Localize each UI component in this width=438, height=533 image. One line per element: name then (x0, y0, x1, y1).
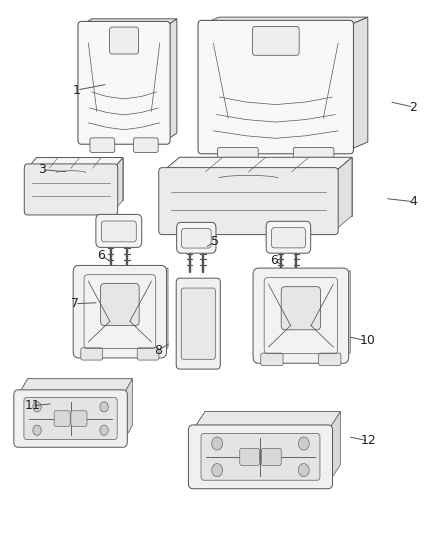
Polygon shape (123, 379, 132, 442)
FancyBboxPatch shape (54, 411, 70, 426)
FancyBboxPatch shape (188, 425, 332, 489)
FancyBboxPatch shape (78, 21, 170, 144)
Text: 12: 12 (360, 434, 376, 447)
Circle shape (100, 425, 108, 435)
Polygon shape (18, 379, 132, 395)
Polygon shape (217, 279, 219, 365)
FancyBboxPatch shape (218, 148, 258, 163)
Polygon shape (161, 268, 168, 352)
FancyBboxPatch shape (272, 228, 305, 248)
FancyBboxPatch shape (198, 20, 353, 154)
Text: 3: 3 (38, 163, 46, 176)
Circle shape (212, 437, 223, 450)
Circle shape (212, 464, 223, 477)
FancyBboxPatch shape (101, 221, 136, 242)
FancyBboxPatch shape (261, 448, 281, 465)
Polygon shape (166, 19, 177, 140)
Text: 5: 5 (211, 235, 219, 248)
Circle shape (33, 425, 41, 435)
Polygon shape (180, 157, 352, 216)
FancyBboxPatch shape (240, 448, 260, 465)
FancyBboxPatch shape (293, 148, 334, 163)
Text: 7: 7 (71, 297, 79, 310)
FancyBboxPatch shape (181, 288, 215, 359)
Text: 10: 10 (360, 334, 375, 348)
FancyBboxPatch shape (73, 265, 166, 358)
FancyBboxPatch shape (281, 287, 321, 330)
FancyBboxPatch shape (261, 353, 283, 366)
Polygon shape (193, 411, 340, 430)
Circle shape (100, 402, 108, 412)
FancyBboxPatch shape (14, 390, 127, 447)
Polygon shape (18, 379, 132, 395)
FancyBboxPatch shape (181, 229, 211, 248)
FancyBboxPatch shape (253, 268, 349, 364)
FancyBboxPatch shape (159, 167, 338, 235)
Polygon shape (114, 158, 123, 211)
FancyBboxPatch shape (201, 433, 320, 480)
FancyBboxPatch shape (137, 348, 159, 360)
FancyBboxPatch shape (101, 284, 139, 326)
FancyBboxPatch shape (24, 164, 118, 215)
Polygon shape (28, 158, 123, 168)
Text: 2: 2 (410, 101, 417, 114)
Text: 6: 6 (270, 254, 278, 266)
Polygon shape (343, 270, 350, 357)
Text: 6: 6 (97, 249, 105, 262)
Circle shape (33, 402, 41, 412)
Text: 11: 11 (24, 399, 40, 413)
Polygon shape (328, 411, 340, 483)
Polygon shape (193, 411, 340, 430)
FancyBboxPatch shape (81, 348, 102, 360)
Polygon shape (162, 157, 352, 172)
FancyBboxPatch shape (90, 138, 115, 152)
Text: 4: 4 (410, 195, 417, 208)
Circle shape (298, 437, 309, 450)
Polygon shape (81, 19, 177, 26)
FancyBboxPatch shape (266, 221, 311, 253)
Polygon shape (335, 157, 352, 230)
FancyBboxPatch shape (96, 214, 142, 247)
Polygon shape (201, 17, 368, 25)
FancyBboxPatch shape (176, 278, 220, 369)
FancyBboxPatch shape (24, 398, 117, 440)
Text: 1: 1 (73, 84, 81, 96)
FancyBboxPatch shape (110, 27, 138, 54)
Polygon shape (350, 17, 368, 150)
FancyBboxPatch shape (133, 138, 158, 152)
FancyBboxPatch shape (71, 411, 87, 426)
FancyBboxPatch shape (252, 27, 299, 55)
Text: 8: 8 (154, 344, 162, 357)
FancyBboxPatch shape (177, 222, 216, 253)
FancyBboxPatch shape (319, 353, 341, 366)
Polygon shape (36, 158, 123, 200)
Circle shape (298, 464, 309, 477)
